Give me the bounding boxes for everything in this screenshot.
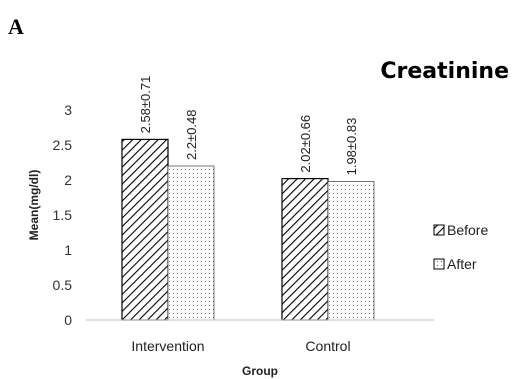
bar-before-intervention — [121, 138, 169, 321]
data-label: 2.02±0.66 — [298, 115, 313, 173]
y-tick-label: 0.5 — [53, 277, 73, 293]
legend-label-before: Before — [447, 222, 488, 238]
chart-title: Creatinine — [380, 59, 509, 84]
data-labels: 2.58±0.71 2.2±0.48 2.02±0.66 1.98±0.83 — [138, 76, 359, 176]
y-tick-label: 1.5 — [53, 207, 73, 223]
y-tick-label: 0 — [64, 312, 72, 328]
x-category-label: Control — [305, 338, 350, 354]
legend-swatch-before — [433, 224, 445, 236]
x-axis-categories: Intervention Control — [131, 338, 350, 354]
y-tick-label: 1 — [64, 242, 72, 258]
bars — [121, 138, 375, 321]
legend: Before After — [433, 222, 488, 272]
y-axis-title: Mean(mg/dl) — [27, 170, 41, 241]
bar-after-control — [327, 180, 375, 321]
y-axis-ticks: 0 0.5 1 1.5 2 2.5 3 — [53, 102, 73, 328]
y-tick-label: 3 — [64, 102, 72, 118]
y-tick-label: 2 — [64, 172, 72, 188]
bar-after-intervention — [167, 165, 215, 321]
y-tick-label: 2.5 — [53, 137, 73, 153]
panel-letter: A — [8, 14, 24, 39]
x-category-label: Intervention — [131, 338, 204, 354]
data-label: 2.58±0.71 — [138, 76, 153, 134]
data-label: 1.98±0.83 — [344, 118, 359, 176]
data-label: 2.2±0.48 — [184, 109, 199, 160]
legend-swatch-after — [433, 258, 445, 270]
bar-before-control — [281, 178, 329, 321]
legend-label-after: After — [447, 256, 477, 272]
x-axis-title: Group — [242, 364, 278, 378]
